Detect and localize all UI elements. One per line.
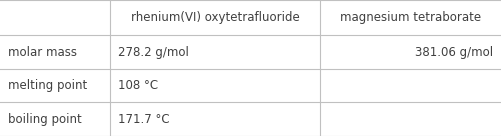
Text: 381.06 g/mol: 381.06 g/mol	[415, 46, 493, 59]
Text: magnesium tetraborate: magnesium tetraborate	[340, 11, 481, 24]
Text: rhenium(VI) oxytetrafluoride: rhenium(VI) oxytetrafluoride	[131, 11, 300, 24]
Text: melting point: melting point	[8, 79, 87, 92]
Text: 171.7 °C: 171.7 °C	[118, 113, 170, 126]
Text: molar mass: molar mass	[8, 46, 77, 59]
Text: boiling point: boiling point	[8, 113, 82, 126]
Text: 108 °C: 108 °C	[118, 79, 158, 92]
Text: 278.2 g/mol: 278.2 g/mol	[118, 46, 189, 59]
